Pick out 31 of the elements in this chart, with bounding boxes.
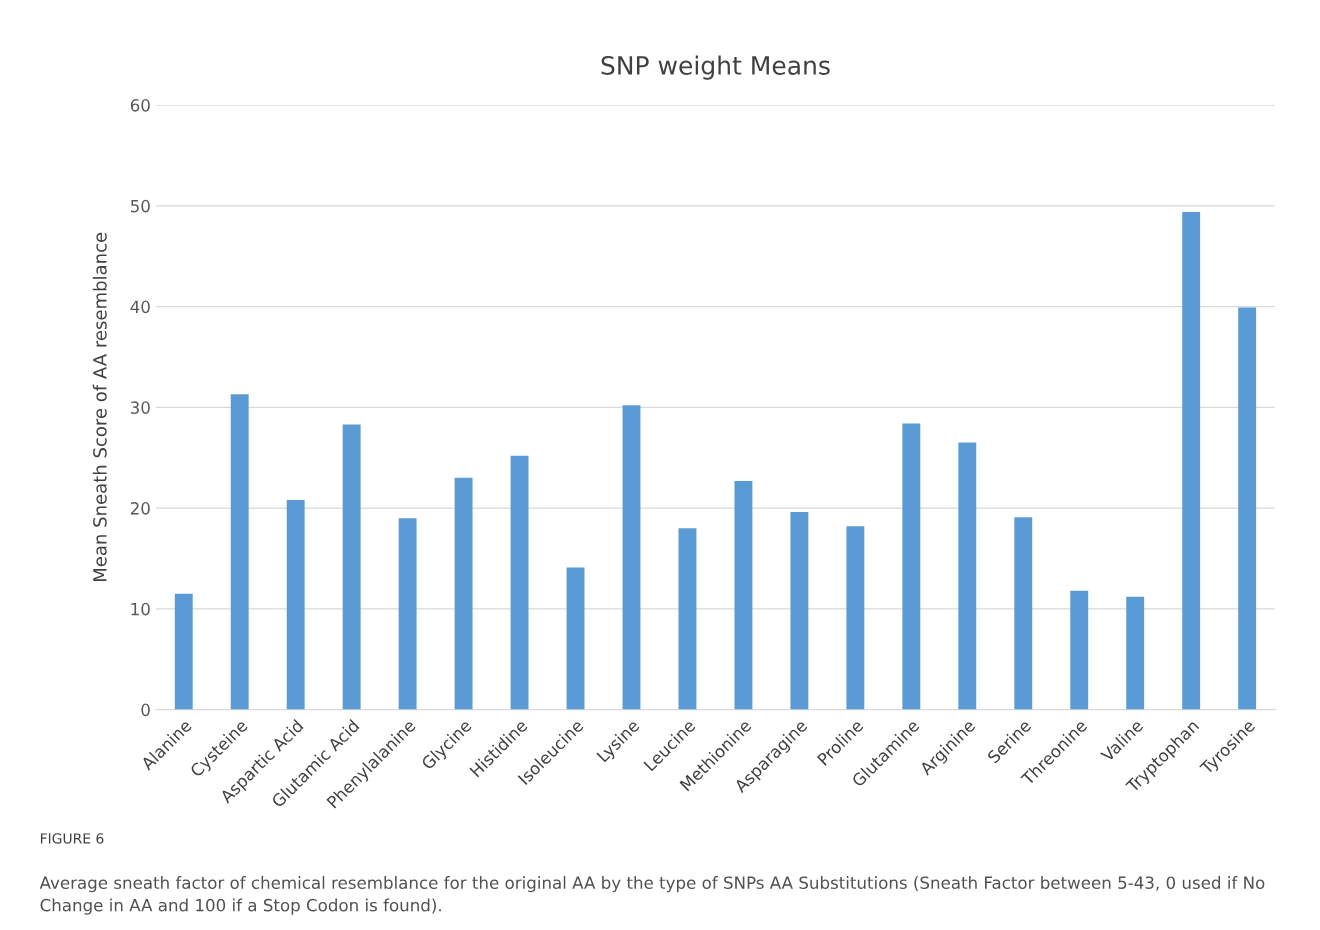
bar — [230, 394, 249, 710]
y-tick-label: 10 — [131, 602, 150, 616]
bar — [902, 423, 921, 710]
y-tick-label: 0 — [141, 703, 150, 717]
y-tick-label: 60 — [130, 99, 150, 112]
y-tick-label: 30 — [130, 401, 150, 414]
text: Average sneath factor of chemical resemblance for the original AA by the type of SNPs AA Substitutions (Sneath Factor between 5-43, 0 used if No Change in AA and 100 if a Stop Codon is found). — [39, 876, 1265, 915]
bar — [1014, 517, 1033, 710]
bar — [846, 526, 865, 710]
bar — [510, 455, 529, 710]
bar — [566, 567, 585, 710]
bar — [342, 424, 361, 710]
bar — [1126, 596, 1145, 710]
caption: FIGURE 6 — [40, 833, 104, 844]
bar — [1070, 590, 1089, 710]
bar — [174, 593, 193, 710]
bar — [398, 518, 417, 710]
chart-title: SNP weight Means — [601, 55, 830, 80]
bar — [454, 477, 473, 710]
bar — [790, 512, 809, 710]
bar — [1238, 307, 1257, 710]
bar — [734, 480, 753, 710]
bar — [622, 405, 641, 710]
y-tick-label: 40 — [130, 300, 150, 314]
bar — [958, 442, 977, 710]
bar — [678, 528, 697, 710]
y-tick-label: 20 — [130, 502, 150, 515]
y-axis-title: Mean Sneath Score of AA resemblance — [92, 232, 107, 582]
y-tick-label: 50 — [130, 199, 150, 213]
bar — [1182, 211, 1201, 710]
bar — [286, 500, 305, 710]
